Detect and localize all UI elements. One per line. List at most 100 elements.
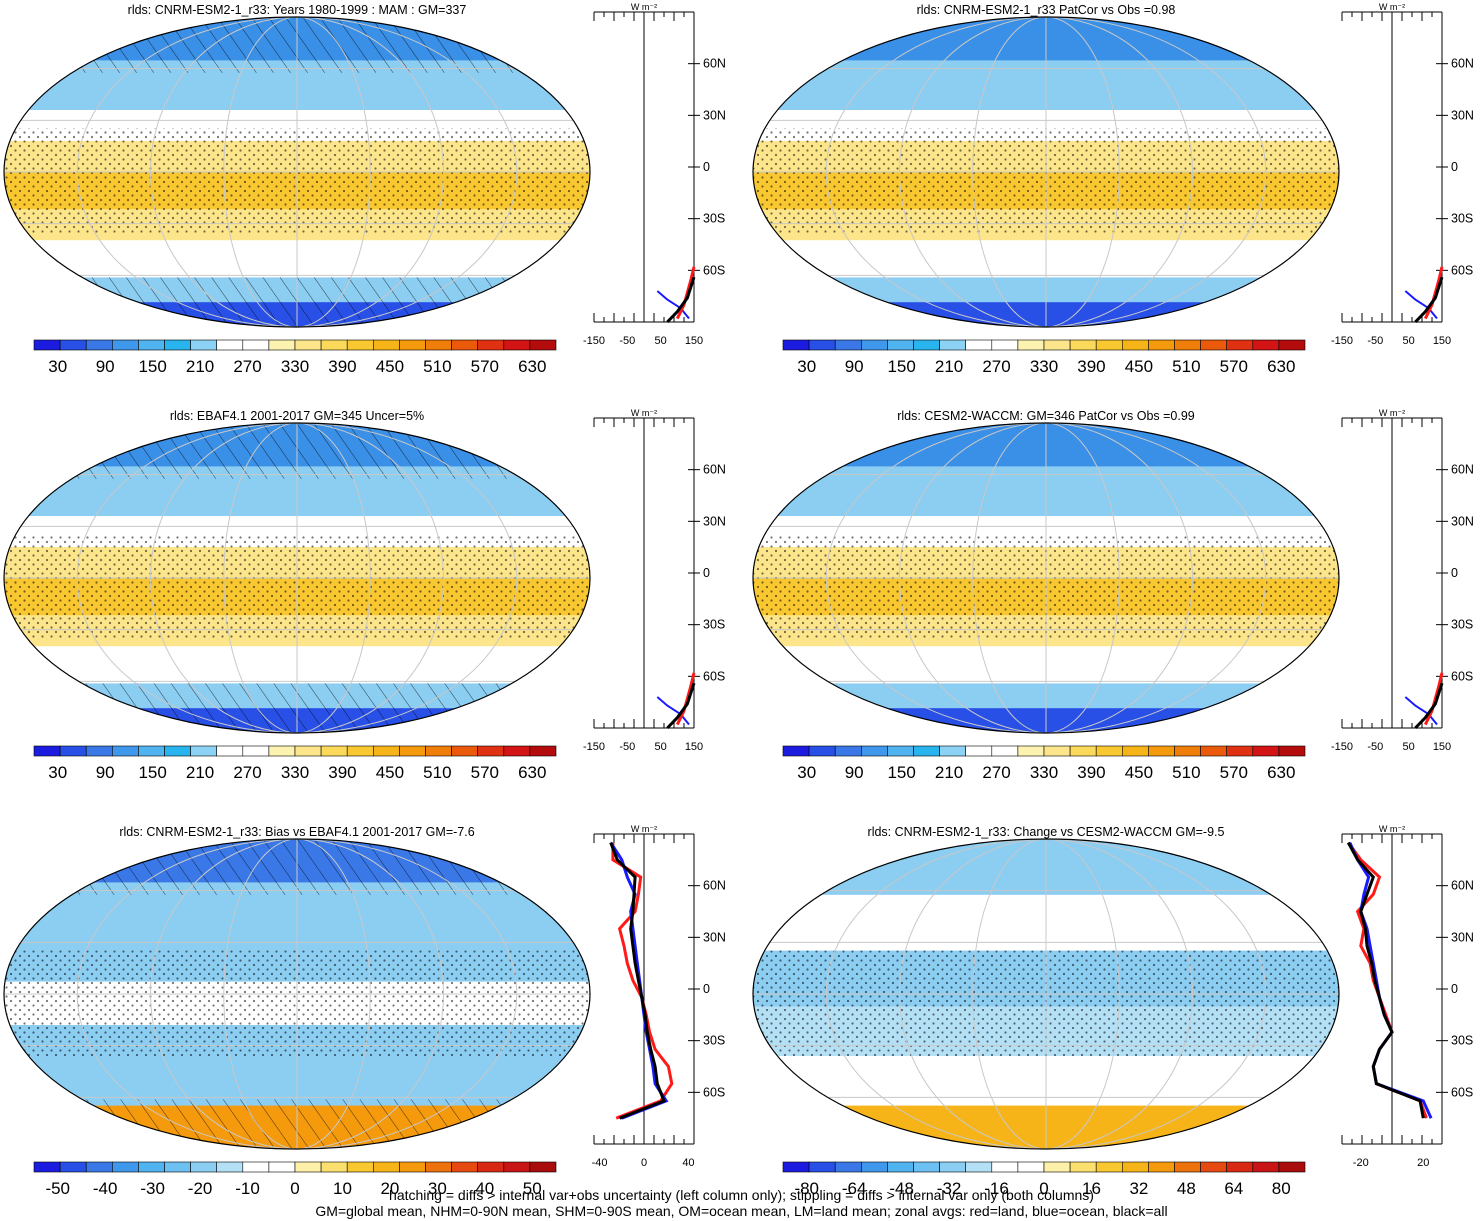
map-area [753, 17, 1339, 327]
colorbar-segment [1095, 339, 1123, 351]
colorbar-label: 630 [518, 763, 546, 782]
colorbar-segment [216, 339, 244, 351]
colorbar-segment [1278, 1161, 1306, 1173]
graticule-lon [825, 423, 1267, 733]
graticule-lon [899, 17, 1193, 327]
colorbar-segment [477, 745, 505, 757]
map-outline [752, 16, 1340, 328]
colorbar-segment [991, 339, 1019, 351]
colorbar-label: 40 [475, 1179, 494, 1198]
colorbar-segment [991, 745, 1019, 757]
colorbar-segment [503, 745, 531, 757]
zonal-line-ocean [656, 290, 690, 320]
colorbar-segment [59, 339, 87, 351]
zonal-tick-label: -150 [583, 335, 605, 347]
colorbar-label: -32 [937, 1179, 962, 1198]
lat-tick-label: 30S [1451, 618, 1473, 632]
colorbar-segment [503, 339, 531, 351]
zonal-tick-label: -150 [583, 741, 605, 753]
colorbar-segment [1095, 745, 1123, 757]
lat-tick-label: 60S [1451, 669, 1473, 683]
lat-tick-label: 30S [703, 212, 725, 226]
colorbar-label: 90 [845, 357, 864, 376]
footer-line-2: GM=global mean, NHM=0-90N mean, SHM=0-90… [315, 1203, 1168, 1219]
colorbar-segment [913, 339, 940, 351]
colorbar-label: 450 [376, 763, 404, 782]
colorbar-label: 0 [290, 1179, 299, 1198]
colorbar-segment [1122, 1161, 1149, 1173]
lat-tick-label: 30N [703, 514, 726, 528]
colorbar-label: 210 [186, 357, 214, 376]
colorbar-segment [268, 1161, 296, 1173]
colorbar-segment [1069, 339, 1097, 351]
colorbar-segment [782, 1161, 810, 1173]
zonal-panel: 60N 30N 0 30S 60S -150 -50 50 150 W m⁻² [583, 2, 726, 347]
panel-4: rlds: CESM2-WACCM: GM=346 PatCor vs Obs … [752, 408, 1474, 782]
colorbar-label: 390 [1077, 763, 1105, 782]
lat-tick-label: 30N [1451, 514, 1474, 528]
footer-line-1: hatching = diffs > internal var+obs unce… [389, 1187, 1094, 1203]
colorbar-label: 390 [328, 357, 356, 376]
zonal-line-land [675, 672, 696, 726]
colorbar-segment [1278, 745, 1306, 757]
colorbar-segment [913, 745, 940, 757]
map-outline [752, 838, 1340, 1150]
colorbar-label: 510 [423, 357, 451, 376]
colorbar-segment [1174, 745, 1201, 757]
colorbar-segment [991, 1161, 1019, 1173]
graticule-lon [972, 17, 1120, 327]
colorbar-label: 630 [1267, 357, 1295, 376]
colorbar-segment [33, 745, 61, 757]
zonal-tick-label: -50 [1367, 335, 1383, 347]
colorbar-label: 390 [1077, 357, 1105, 376]
colorbar-segment [1148, 745, 1175, 757]
zonal-tick-label: 150 [685, 335, 703, 347]
colorbar-segment [242, 339, 270, 351]
colorbar-segment [1017, 1161, 1045, 1173]
zonal-panel: 60N 30N 0 30S 60S -150 -50 50 150 W m⁻² [1331, 408, 1474, 753]
panel-title: rlds: CNRM-ESM2-1_r33 PatCor vs Obs =0.9… [917, 3, 1176, 17]
colorbar-label: 150 [887, 763, 915, 782]
colorbar-segment [372, 745, 400, 757]
panel-3: rlds: EBAF4.1 2001-2017 GM=345 Uncer=5% 3… [3, 408, 726, 782]
lat-tick-label: 60N [703, 57, 726, 71]
colorbar-segment [913, 1161, 940, 1173]
zonal-tick-label: 50 [655, 741, 667, 753]
zonal-tick-label: -20 [1353, 1157, 1369, 1169]
map-area [753, 423, 1339, 733]
colorbar-segment [834, 1161, 862, 1173]
colorbar-segment [294, 339, 322, 351]
map-area [4, 17, 590, 327]
colorbar-label: 510 [423, 763, 451, 782]
zonal-tick-label: 150 [1433, 335, 1451, 347]
graticule-lon [76, 423, 518, 733]
zonal-line-all [666, 682, 696, 730]
colorbar-label: -50 [45, 1179, 70, 1198]
colorbar-label: 210 [186, 763, 214, 782]
colorbar-segment [1069, 745, 1097, 757]
map-outline [752, 422, 1340, 734]
map-outline [3, 422, 591, 734]
colorbar-label: 90 [96, 357, 115, 376]
zonal-panel: 60N 30N 0 30S 60S -40 0 40 W m⁻² [592, 824, 726, 1169]
colorbar-label: 330 [281, 357, 309, 376]
colorbar-segment [1148, 339, 1175, 351]
colorbar-label: 32 [1129, 1179, 1148, 1198]
colorbar-label: 330 [281, 763, 309, 782]
colorbar-segment [1278, 339, 1306, 351]
colorbar-segment [190, 745, 218, 757]
colorbar-label: 450 [1125, 357, 1153, 376]
colorbar-segment [887, 339, 914, 351]
graticule-lon [825, 839, 1267, 1149]
panel-title: rlds: CNRM-ESM2-1_r33: Years 1980-1999 :… [128, 3, 467, 17]
colorbar-label: 450 [1125, 763, 1153, 782]
lat-tick-label: 60N [703, 879, 726, 893]
colorbar-label: 630 [1267, 763, 1295, 782]
zonal-line-ocean [1404, 290, 1438, 320]
colorbar-segment [138, 339, 165, 351]
zonal-panel: 60N 30N 0 30S 60S -20 20 W m⁻² [1341, 824, 1474, 1169]
colorbar-segment [529, 745, 557, 757]
colorbar-segment [268, 339, 296, 351]
zonal-line-all [609, 842, 666, 1120]
